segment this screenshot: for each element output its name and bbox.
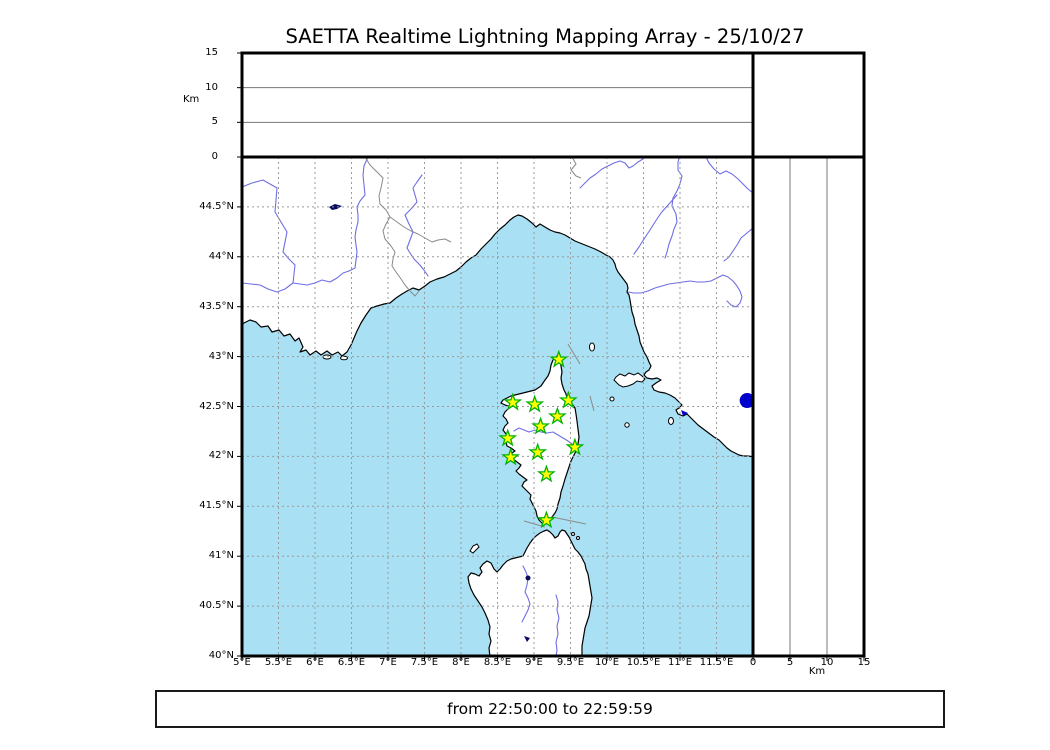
maddalena-islet-2 <box>576 536 580 540</box>
country-borders <box>364 157 595 528</box>
station-star <box>528 442 548 461</box>
montecristo-island <box>624 422 630 428</box>
border-italy-north <box>570 157 582 179</box>
river-arno <box>627 274 743 308</box>
lake-sardinia-2 <box>524 636 530 642</box>
rivers <box>242 157 753 656</box>
river-durance-loop <box>242 179 296 293</box>
sea-boundary-segment-4 <box>551 516 587 525</box>
river-golo-corsica <box>513 427 577 448</box>
pianosa-island <box>609 396 615 402</box>
lakes <box>329 204 688 642</box>
time-range-box: from 22:50:00 to 22:59:59 <box>155 690 945 728</box>
map-panel <box>242 157 753 656</box>
altitude-latitude-panel-frame <box>751 155 866 658</box>
corner-panel-frame <box>751 51 866 159</box>
lake-sardinia-1 <box>525 575 531 581</box>
capraia-island <box>589 342 595 352</box>
altitude-longitude-panel-frame <box>240 51 755 159</box>
event-dot-layer <box>739 393 753 409</box>
station-star <box>525 394 545 413</box>
river-italy-northeast <box>705 157 753 194</box>
station-star <box>547 406 567 425</box>
station-star <box>565 437 585 456</box>
altitude-longitude-panel-grid <box>242 87 753 123</box>
river-durance-upper <box>292 157 369 286</box>
asinara-island <box>469 543 480 554</box>
river-sardinia-1 <box>521 565 531 623</box>
lake-serre-poncon <box>329 204 342 210</box>
islands <box>322 342 674 554</box>
time-range-text: from 22:50:00 to 22:59:59 <box>447 700 653 718</box>
station-star <box>503 392 523 411</box>
border-france-italy <box>364 157 420 297</box>
river-var <box>404 174 429 277</box>
lightning-event-dot <box>739 393 753 409</box>
sea-boundary-segment-2 <box>589 395 595 412</box>
station-star <box>536 464 556 483</box>
river-sardinia-2 <box>555 594 560 656</box>
mainland-coastline <box>242 157 753 458</box>
river-po-tributary-west <box>579 157 646 189</box>
station-star <box>531 416 551 435</box>
elba-island <box>613 372 646 388</box>
sardinia-coastline <box>467 529 593 656</box>
border-piedmont-liguria <box>389 216 452 243</box>
station-star <box>558 390 578 409</box>
map-gridlines <box>242 157 753 656</box>
station-star <box>549 349 569 368</box>
altitude-latitude-panel-grid <box>789 157 828 656</box>
station-markers <box>498 349 585 529</box>
station-star <box>498 428 518 447</box>
river-italy-branch <box>633 194 678 255</box>
maddalena-islet-1 <box>571 532 575 536</box>
station-star <box>501 447 521 466</box>
orbetello-lagoon <box>681 410 688 416</box>
page-title: SAETTA Realtime Lightning Mapping Array … <box>285 25 805 48</box>
station-star <box>536 510 556 529</box>
river-italy-central <box>664 157 683 259</box>
giglio-island <box>668 417 674 425</box>
